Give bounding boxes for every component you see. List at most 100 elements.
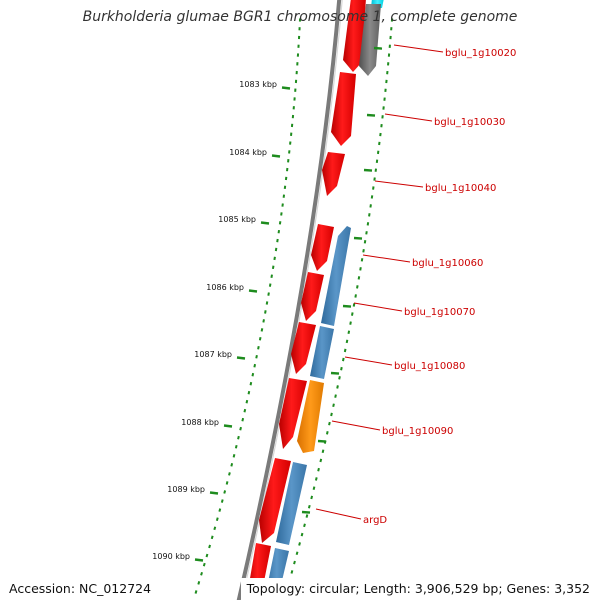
gene-feature-forward[interactable] [331,72,356,146]
backbone-arc [236,0,342,600]
minor-tick [215,517,219,521]
major-tick [236,356,246,360]
minor-tick [249,381,253,386]
minor-tick [210,535,214,540]
gene-feature-forward[interactable] [259,458,291,543]
minor-tick [241,417,245,422]
gene-feature-forward[interactable] [279,378,307,449]
topology-summary: Topology: circular; Length: 3,906,529 bp… [240,578,596,600]
major-tick [194,558,204,562]
gene-label[interactable]: bglu_1g10070 [404,307,475,318]
scale-tick-label: 1084 kbp [229,148,267,157]
minor-tick [319,458,323,463]
minor-tick [338,376,341,380]
minor-tick [202,562,206,567]
reverse-strand-track [264,0,384,600]
gene-feature-forward[interactable] [291,322,316,374]
gene-label[interactable]: argD [363,515,387,526]
minor-tick [342,357,345,362]
minor-tick [317,467,320,472]
gene-label[interactable]: bglu_1g10080 [394,361,465,372]
minor-tick [357,276,361,280]
gene-feature-forward[interactable] [311,224,334,271]
label-leader-line [344,356,393,366]
minor-tick [321,449,325,454]
minor-tick [351,312,354,316]
major-tick [223,424,233,428]
major-tick [366,113,376,117]
gene-label[interactable]: bglu_1g10090 [382,426,453,437]
minor-tick [245,399,249,404]
minor-tick [365,231,368,235]
scale-tick-label: 1089 kbp [167,485,205,494]
minor-tick [359,267,362,271]
minor-tick [314,477,318,481]
minor-tick [194,590,198,594]
major-tick [271,154,281,158]
scale-label-group: 1083 kbp 1084 kbp 1085 kbp 1086 kbp 1087 kbp… [152,80,291,562]
minor-tick [247,390,251,395]
gene-feature-forward[interactable] [343,0,366,72]
label-leader-line [353,302,403,312]
inner-tick-ring [194,18,302,594]
minor-tick [225,481,229,485]
forward-strand-track [246,0,366,600]
minor-tick [325,431,329,435]
minor-tick [239,426,242,431]
scale-tick-label: 1087 kbp [194,350,232,359]
minor-tick [352,303,356,307]
minor-tick [228,472,231,476]
minor-tick [300,532,304,537]
minor-tick [354,294,357,298]
minor-tick [243,408,247,413]
minor-tick [349,321,352,325]
minor-tick [328,421,331,426]
minor-tick [293,560,296,565]
minor-tick [220,499,224,503]
label-leader-line [374,180,424,188]
minor-tick [273,256,276,261]
major-tick [248,289,258,293]
minor-tick [213,526,217,531]
minor-tick [298,542,301,546]
major-tick [260,221,270,225]
minor-tick [251,372,255,377]
minor-tick [260,328,264,332]
minor-tick [307,504,311,509]
minor-tick [336,385,339,389]
gene-label[interactable]: bglu_1g10060 [412,258,483,269]
scale-tick-label: 1088 kbp [181,418,219,427]
minor-tick [208,544,212,549]
major-tick [281,86,291,90]
gene-label-group: bglu_1g10020 bglu_1g10030 bglu_1g10040bglu… [315,44,516,526]
minor-tick [295,551,299,556]
minor-tick [262,319,265,323]
gene-feature-forward[interactable] [301,272,324,321]
scale-tick-label: 1083 kbp [239,80,277,89]
minor-tick [290,570,294,574]
gene-label[interactable]: bglu_1g10020 [445,48,516,59]
minor-tick [230,463,234,467]
minor-tick [330,412,333,417]
major-tick [373,46,383,50]
label-leader-line [362,254,411,263]
gene-label[interactable]: bglu_1g10040 [425,183,496,194]
major-tick [353,236,363,240]
minor-tick [267,292,270,296]
major-tick [330,371,340,375]
gene-feature-reverse[interactable] [276,462,307,545]
major-tick [342,304,352,308]
gene-feature-forward[interactable] [322,152,345,196]
minor-tick [258,337,262,341]
gene-feature-gray[interactable] [359,4,381,76]
major-tick [301,510,311,514]
gene-feature-reverse[interactable] [310,326,334,379]
minor-tick [334,394,337,398]
gene-feature-reverse[interactable] [321,226,351,326]
minor-tick [205,553,209,558]
accession-label: Accession: NC_012724 [3,578,158,600]
gene-label[interactable]: bglu_1g10030 [434,117,505,128]
scale-tick-label: 1086 kbp [206,283,244,292]
gene-feature-highlight[interactable] [297,380,324,453]
